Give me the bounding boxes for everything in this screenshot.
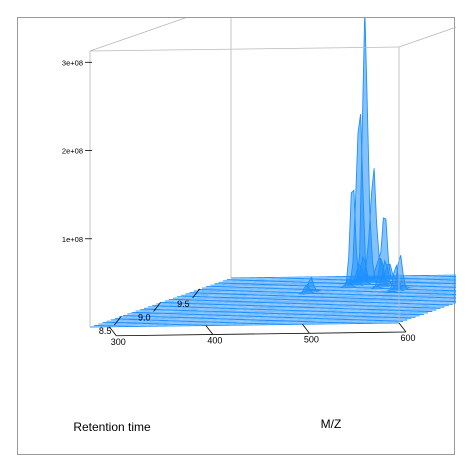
x-axis-line [116, 331, 407, 337]
surface-row [218, 217, 456, 283]
surface-row [168, 295, 456, 301]
x-axis-tick [205, 325, 214, 335]
surface-row [102, 318, 412, 324]
z-tick-label: 1e+08 [62, 235, 83, 244]
surface-row [160, 298, 456, 303]
y-axis-tick [153, 302, 161, 312]
y-tick-label: 8.5 [99, 326, 112, 336]
x-axis-title: M/Z [321, 417, 342, 431]
x-axis-tick [302, 324, 310, 334]
surface-row [185, 264, 456, 295]
surface-row [114, 313, 424, 319]
surface-row [110, 315, 420, 321]
z-tick-label: 2e+08 [62, 147, 83, 156]
y-tick-label: 9.5 [177, 299, 190, 309]
x-tick-label: 500 [304, 334, 319, 344]
surface-row [127, 309, 437, 315]
y-tick-label: 9.0 [138, 313, 151, 323]
surface-row [189, 255, 456, 293]
x-tick-label: 600 [400, 333, 415, 343]
x-tick-label: 400 [207, 336, 222, 346]
surface-row [206, 114, 456, 288]
surface-row [118, 312, 429, 318]
surface-row [230, 274, 456, 279]
surface-row [164, 296, 456, 302]
surface-row [156, 299, 456, 305]
surface-row [135, 306, 445, 312]
surface-row [143, 303, 453, 309]
surface-row [98, 319, 408, 325]
surface-row [131, 308, 441, 314]
x-axis-tick [108, 326, 117, 336]
surface-row [181, 283, 456, 296]
box-edge-top-right [398, 26, 456, 48]
y-axis-title: Retention time [73, 420, 151, 434]
surface-row [148, 302, 456, 308]
surface-row [94, 321, 404, 327]
surface-row [201, 189, 456, 289]
surface-row [172, 294, 456, 299]
surface-row [152, 300, 456, 306]
surface-row [210, 18, 456, 286]
surface-row [197, 257, 456, 290]
y-axis-tick [192, 288, 200, 299]
surface-row [106, 316, 416, 322]
surface-row [177, 292, 456, 298]
x-tick-label: 300 [111, 337, 126, 347]
box-edge-top-left [89, 18, 187, 52]
surface-row [89, 322, 400, 328]
surface-row [123, 311, 433, 316]
chart-3d-surface: 1e+08 2e+08 3e+08 300 400 500 600 8.5 9.0 9.5 M/Z R… [62, 18, 456, 434]
z-tick-label: 3e+08 [62, 58, 83, 67]
chart-frame: 1e+08 2e+08 3e+08 300 400 500 600 8.5 9.0 9.5 M/Z R… [17, 17, 456, 455]
box-edge-top-front [89, 46, 400, 52]
y-axis-tick [114, 315, 122, 326]
surface-row [214, 168, 456, 285]
x-axis-tick [398, 322, 407, 333]
